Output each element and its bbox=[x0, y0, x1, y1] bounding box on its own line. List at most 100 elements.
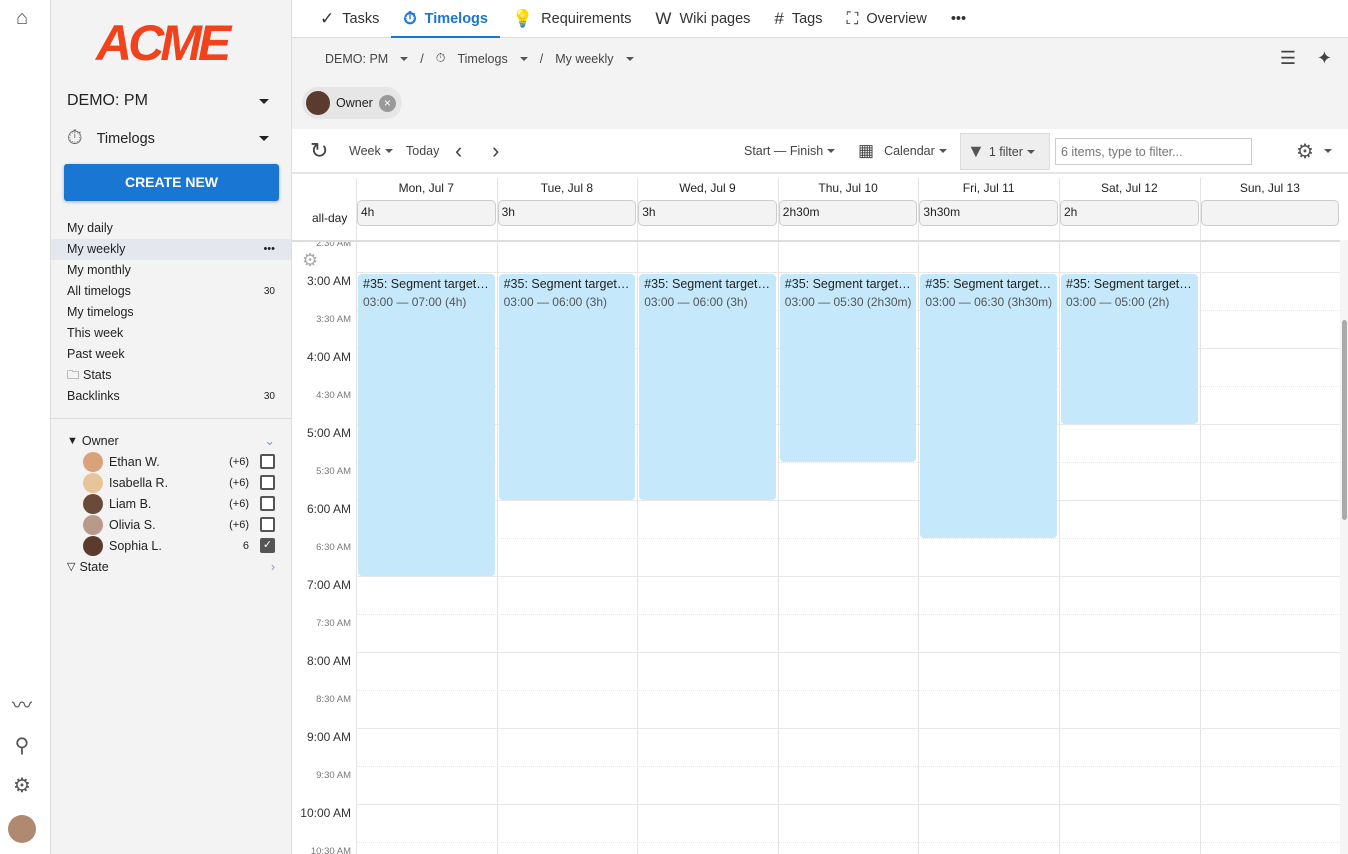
avatar[interactable] bbox=[8, 815, 36, 843]
sidebar-item-label: Past week bbox=[67, 347, 125, 361]
timelog-event[interactable]: #35: Segment target ... 03:00 — 06:30 (3h… bbox=[920, 274, 1057, 538]
breadcrumb-project[interactable]: DEMO: PM bbox=[325, 51, 389, 66]
timelog-event[interactable]: #35: Segment target ... 03:00 — 06:00 (3h… bbox=[498, 274, 636, 500]
avatar bbox=[306, 91, 330, 115]
checkbox[interactable] bbox=[260, 517, 275, 532]
breadcrumb-module[interactable]: Timelogs bbox=[457, 51, 508, 66]
time-slot bbox=[356, 462, 1340, 500]
allday-total[interactable] bbox=[1200, 200, 1340, 226]
more-icon[interactable]: ••• bbox=[263, 243, 275, 255]
sidebar-item-my-monthly[interactable]: My monthly bbox=[51, 260, 291, 281]
tab-timelogs[interactable]: ⏱ Timelogs bbox=[391, 0, 500, 38]
chevron-right-icon[interactable]: › bbox=[270, 559, 275, 574]
ai-sparkle-icon[interactable]: ✦ bbox=[1316, 48, 1332, 68]
checkbox[interactable] bbox=[260, 475, 275, 490]
owner-option[interactable]: Olivia S. (+6) bbox=[67, 514, 275, 535]
panel-toggle-icon[interactable]: ☰ bbox=[1279, 48, 1296, 68]
tab-label: Requirements bbox=[541, 10, 632, 27]
more-tabs-icon[interactable]: ••• bbox=[950, 10, 967, 27]
tab-tags[interactable]: # Tags bbox=[762, 0, 834, 38]
owner-option[interactable]: Sophia L. 6 ✓ bbox=[67, 535, 275, 556]
tab-wiki-pages[interactable]: W Wiki pages bbox=[643, 0, 762, 38]
sidebar-item-my-weekly[interactable]: My weekly ••• bbox=[51, 239, 291, 260]
time-slot bbox=[356, 728, 1340, 766]
owner-option[interactable]: Liam B. (+6) bbox=[67, 493, 275, 514]
event-time: 03:00 — 05:30 (2h30m) bbox=[784, 295, 912, 309]
search-icon[interactable]: ⚲ bbox=[14, 735, 30, 757]
allday-total[interactable]: 3h bbox=[638, 200, 777, 226]
allday-total[interactable]: 4h bbox=[357, 200, 496, 226]
sidebar-item-label: This week bbox=[67, 326, 124, 340]
event-title: #35: Segment target ... bbox=[503, 277, 631, 291]
scrollbar[interactable] bbox=[1340, 240, 1348, 854]
checkbox[interactable] bbox=[260, 496, 275, 511]
sidebar-item-my-timelogs[interactable]: My timelogs bbox=[51, 302, 291, 323]
owner-option[interactable]: Ethan W. (+6) bbox=[67, 451, 275, 472]
scrollbar-thumb[interactable] bbox=[1342, 320, 1347, 520]
filter-input[interactable] bbox=[1055, 138, 1252, 165]
range-dropdown[interactable]: Start — Finish bbox=[744, 130, 836, 172]
allday-total[interactable]: 2h30m bbox=[778, 200, 918, 226]
owner-count: 6 bbox=[242, 539, 249, 552]
day-header: Fri, Jul 11 bbox=[962, 181, 1015, 195]
time-label: 7:00 AM bbox=[306, 578, 351, 592]
state-filter-header[interactable]: ▽ State › bbox=[67, 556, 275, 577]
next-icon[interactable]: › bbox=[492, 138, 500, 163]
settings-dropdown[interactable]: ⚙ bbox=[1296, 130, 1332, 172]
event-title: #35: Segment target ... bbox=[1066, 277, 1193, 291]
day-divider bbox=[1199, 178, 1201, 240]
chevron-down-icon[interactable]: ⌄ bbox=[264, 434, 275, 448]
filter-button[interactable]: ▼ 1 filter bbox=[960, 133, 1050, 170]
time-slot bbox=[356, 500, 1340, 538]
allday-total[interactable]: 3h30m bbox=[919, 200, 1058, 226]
week-dropdown[interactable]: Week bbox=[349, 130, 393, 172]
tab-requirements[interactable]: 💡 Requirements bbox=[500, 0, 643, 38]
refresh-icon[interactable]: ↻ bbox=[310, 138, 329, 163]
owner-option[interactable]: Isabella R. (+6) bbox=[67, 472, 275, 493]
event-title: #35: Segment target ... bbox=[644, 277, 771, 291]
day-divider bbox=[1059, 178, 1060, 240]
time-label: 6:30 AM bbox=[316, 542, 351, 553]
create-new-button[interactable]: CREATE NEW bbox=[64, 164, 279, 201]
close-icon[interactable]: × bbox=[378, 94, 396, 112]
event-title: #35: Segment target ... bbox=[363, 277, 490, 291]
sidebar-item-label: Backlinks bbox=[67, 389, 120, 403]
timelog-event[interactable]: #35: Segment target ... 03:00 — 05:30 (2h… bbox=[779, 274, 917, 462]
day-column bbox=[496, 242, 498, 854]
sidebar-item-backlinks[interactable]: Backlinks 30 bbox=[51, 386, 291, 407]
calendar-dropdown[interactable]: ▦ Calendar bbox=[858, 130, 947, 172]
sidebar-item-stats[interactable]: 🗀 Stats bbox=[51, 365, 291, 386]
item-count: 30 bbox=[263, 286, 275, 297]
prev-icon[interactable]: ‹ bbox=[455, 138, 463, 163]
timelog-event[interactable]: #35: Segment target ... 03:00 — 05:00 (2h… bbox=[1061, 274, 1198, 424]
sidebar-item-past-week[interactable]: Past week bbox=[51, 344, 291, 365]
home-icon[interactable]: ⌂ bbox=[15, 7, 29, 29]
settings-icon[interactable]: ⚙ bbox=[13, 775, 31, 797]
owner-chip[interactable]: Owner × bbox=[302, 87, 402, 119]
timelog-event[interactable]: #35: Segment target ... 03:00 — 06:00 (3h… bbox=[639, 274, 776, 500]
activity-icon[interactable]: 〰 bbox=[12, 695, 32, 717]
allday-total[interactable]: 2h bbox=[1060, 200, 1199, 226]
checkbox[interactable] bbox=[260, 454, 275, 469]
tab-overview[interactable]: ⛶ Overview bbox=[835, 0, 939, 38]
hash-icon: # bbox=[774, 8, 784, 28]
avatar bbox=[83, 472, 103, 493]
tab-tasks[interactable]: ✓ Tasks bbox=[308, 0, 391, 38]
owner-name: Isabella R. bbox=[109, 475, 169, 490]
time-slot bbox=[356, 766, 1340, 804]
project-select[interactable]: DEMO: PM bbox=[67, 92, 269, 110]
day-header: Wed, Jul 9 bbox=[679, 181, 736, 195]
owner-filter-header[interactable]: ▼ Owner ⌄ bbox=[67, 430, 275, 451]
timelog-event[interactable]: #35: Segment target ... 03:00 — 07:00 (4h… bbox=[358, 274, 495, 576]
owner-count: (+6) bbox=[229, 455, 249, 468]
sidebar-item-this-week[interactable]: This week bbox=[51, 323, 291, 344]
breadcrumb-view[interactable]: My weekly bbox=[555, 51, 614, 66]
gear-icon[interactable]: ⚙ bbox=[302, 250, 319, 270]
checkbox[interactable]: ✓ bbox=[260, 538, 275, 553]
allday-total[interactable]: 3h bbox=[497, 200, 637, 226]
sidebar-item-my-daily[interactable]: My daily bbox=[51, 218, 291, 239]
sidebar-item-all-timelogs[interactable]: All timelogs 30 bbox=[51, 281, 291, 302]
owner-name: Liam B. bbox=[109, 496, 152, 511]
module-select[interactable]: ⏱ Timelogs bbox=[67, 127, 269, 150]
today-button[interactable]: Today bbox=[406, 144, 440, 158]
